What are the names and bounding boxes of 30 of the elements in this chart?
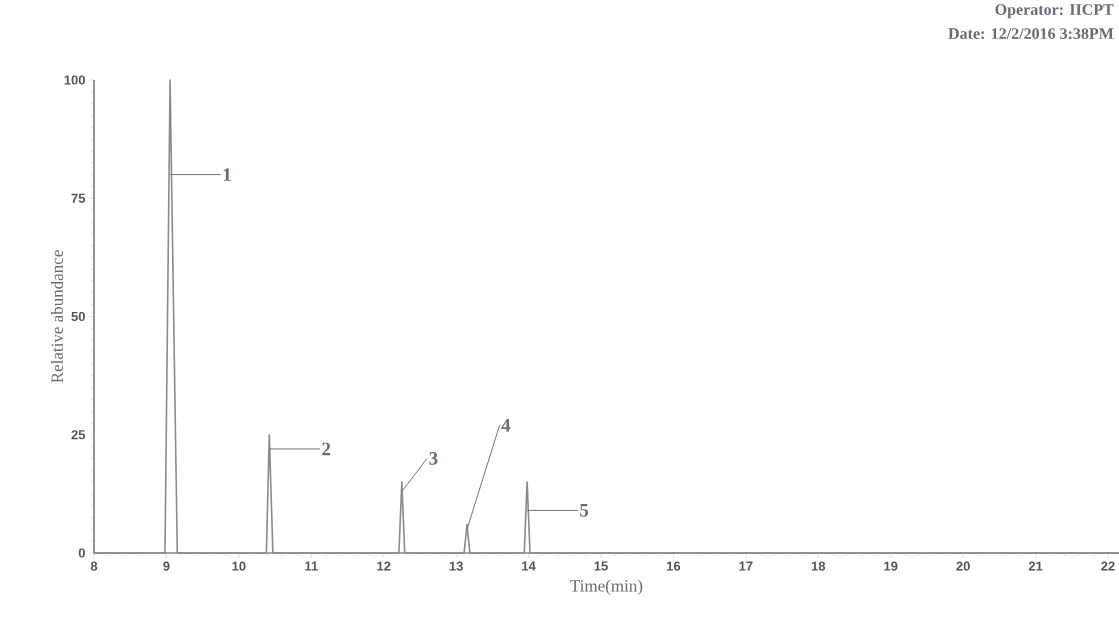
y-tick-label: 75 — [71, 193, 86, 203]
annotation: 5 — [580, 504, 589, 517]
x-tick-label: 14 — [522, 561, 536, 571]
y-tick-label: 100 — [64, 75, 85, 85]
x-tick-label: 15 — [594, 561, 608, 571]
y-axis-title: Relative abundance — [50, 250, 63, 383]
x-tick-label: 8 — [90, 561, 98, 571]
line-series — [93, 79, 1119, 554]
text: Operator: IICPT — [995, 4, 1114, 19]
x-tick-label: 11 — [305, 561, 318, 571]
annotation: 1 — [223, 168, 231, 181]
x-tick-label: 13 — [449, 561, 463, 571]
x-tick-label: 16 — [667, 561, 681, 571]
x-tick-label: 21 — [1028, 561, 1043, 571]
x-tick-label: 20 — [956, 561, 970, 571]
y-tick-label: 25 — [71, 430, 86, 440]
x-tick-label: 10 — [232, 561, 246, 571]
annotation: 3 — [429, 452, 438, 465]
annotation: 4 — [501, 419, 511, 432]
y-tick-label: 0 — [78, 548, 85, 558]
x-axis-title: Time(min) — [570, 579, 643, 596]
x-tick-label: 12 — [377, 561, 391, 571]
x-tick-label: 9 — [163, 561, 170, 571]
x-tick-label: 17 — [739, 561, 753, 571]
x-tick-label: 18 — [811, 561, 826, 571]
y-tick-label: 50 — [71, 311, 85, 322]
x-tick-label: 19 — [884, 561, 898, 571]
text: Date: 12/2/2016 3:38PM — [948, 28, 1114, 40]
annotation: 2 — [322, 442, 331, 456]
x-tick-label: 22 — [1101, 561, 1115, 571]
